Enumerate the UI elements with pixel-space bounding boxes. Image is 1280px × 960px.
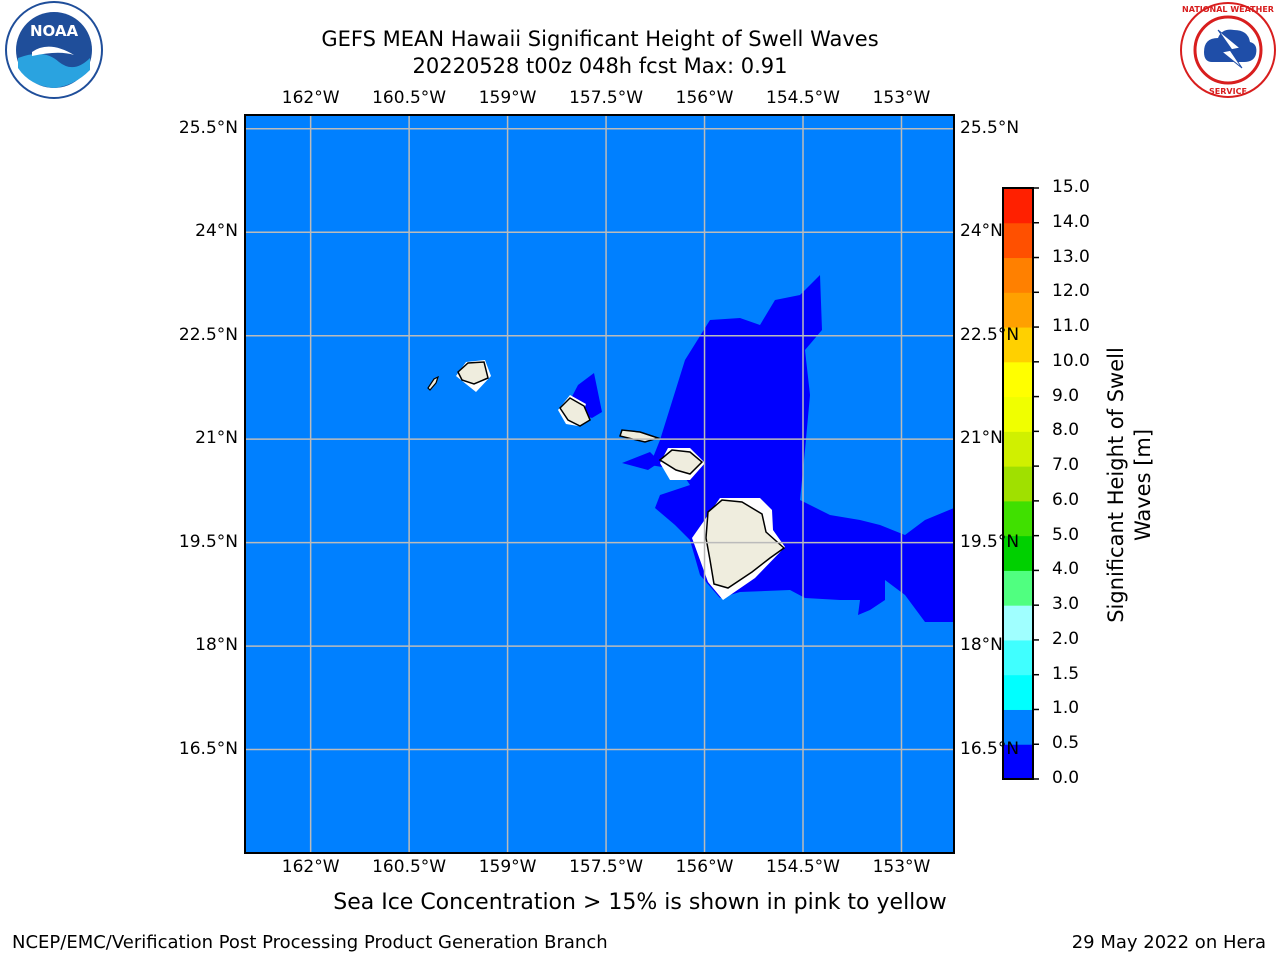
lon-label: 154.5°W (766, 88, 840, 108)
lon-label: 159°W (478, 88, 537, 108)
lon-label: 159°W (478, 857, 537, 877)
svg-text:SERVICE: SERVICE (1209, 87, 1247, 96)
lat-label: 24°N (960, 221, 1003, 242)
islands (427, 360, 786, 600)
colorbar-tick-label: 12.0 (1052, 281, 1090, 302)
sea-background (245, 115, 954, 853)
colorbar-tick-label: 5.0 (1052, 524, 1080, 545)
lon-label: 160.5°W (372, 88, 447, 108)
colorbar-tick-label: 13.0 (1052, 246, 1090, 267)
colorbar-tick-label: 2.0 (1052, 628, 1080, 649)
colorbar-title: Significant Height of Swell Waves [m] (1103, 347, 1157, 623)
sea-ice-caption: Sea Ice Concentration > 15% is shown in … (333, 890, 947, 915)
lon-label: 154.5°W (766, 857, 840, 877)
colorbar-segment (1003, 257, 1033, 293)
colorbar-tick-label: 8.0 (1052, 420, 1080, 441)
lon-label: 157.5°W (569, 88, 644, 108)
map-frame (244, 114, 955, 854)
credit-left: NCEP/EMC/Verification Post Processing Pr… (12, 932, 608, 953)
colorbar-tick-label: 9.0 (1052, 385, 1080, 406)
lat-label: 19.5°N (960, 531, 1020, 552)
colorbar (1003, 187, 1039, 780)
colorbar-segment (1003, 674, 1033, 710)
colorbar-tick-label: 15.0 (1052, 177, 1090, 197)
colorbar-segment (1003, 605, 1033, 641)
colorbar-segment (1003, 188, 1033, 224)
lon-label: 157.5°W (569, 857, 644, 877)
colorbar-segment (1003, 396, 1033, 432)
colorbar-segment (1003, 292, 1033, 328)
colorbar-segment (1003, 744, 1033, 780)
lat-label: 25.5°N (960, 117, 1020, 138)
lat-label: 18°N (960, 635, 1003, 656)
lon-label: 156°W (675, 88, 734, 108)
colorbar-tick-label: 10.0 (1052, 350, 1090, 371)
lon-label: 162°W (281, 857, 340, 877)
credit-right: 29 May 2022 on Hera (1071, 932, 1266, 953)
graticule (245, 115, 954, 853)
colorbar-segment (1003, 570, 1033, 606)
lat-label: 19.5°N (178, 531, 238, 552)
colorbar-tick-label: 1.0 (1052, 698, 1080, 719)
colorbar-title-line1: Significant Height of Swell (1104, 347, 1128, 623)
colorbar-segment (1003, 535, 1033, 571)
noaa-logo: NOAA (4, 0, 104, 100)
lat-label: 22.5°N (960, 324, 1020, 345)
lon-label: 153°W (872, 857, 931, 877)
colorbar-tick-label: 14.0 (1052, 211, 1090, 232)
colorbar-segment (1003, 639, 1033, 676)
colorbar-segment (1003, 500, 1033, 537)
colorbar-frame (1002, 187, 1034, 780)
lat-label: 18°N (195, 635, 238, 656)
lat-label: 22.5°N (178, 324, 238, 345)
lat-label: 24°N (195, 221, 238, 242)
colorbar-segment (1003, 222, 1033, 259)
lat-label: 21°N (195, 428, 238, 449)
map-title: GEFS MEAN Hawaii Significant Height of S… (321, 27, 879, 51)
colorbar-tick-label: 4.0 (1052, 559, 1080, 580)
lon-label: 162°W (281, 88, 340, 108)
colorbar-tick-label: 7.0 (1052, 455, 1080, 476)
nws-logo: NATIONAL WEATHER SERVICE (1178, 0, 1278, 100)
colorbar-tick-label: 6.0 (1052, 489, 1080, 510)
lon-label: 160.5°W (372, 857, 447, 877)
colorbar-title-line2: Waves [m] (1131, 428, 1155, 542)
colorbar-segment (1003, 466, 1033, 502)
lat-label: 21°N (960, 428, 1003, 449)
colorbar-tick-label: 1.5 (1052, 663, 1080, 684)
colorbar-segment (1003, 709, 1033, 745)
colorbar-tick-label: 11.0 (1052, 316, 1090, 337)
colorbar-segment (1003, 431, 1033, 467)
lat-label: 16.5°N (960, 738, 1020, 759)
map-subtitle: 20220528 t00z 048h fcst Max: 0.91 (412, 54, 788, 78)
colorbar-segment (1003, 327, 1033, 363)
svg-text:NATIONAL WEATHER: NATIONAL WEATHER (1182, 5, 1274, 14)
colorbar-segment (1003, 361, 1033, 398)
colorbar-tick-label: 0.5 (1052, 733, 1080, 754)
colorbar-tick-label: 0.0 (1052, 768, 1080, 788)
colorbar-tick-label: 3.0 (1052, 594, 1080, 615)
lon-label: 153°W (872, 88, 931, 108)
lon-label: 156°W (675, 857, 734, 877)
lat-label: 25.5°N (178, 117, 238, 138)
svg-text:NOAA: NOAA (30, 22, 79, 40)
lat-label: 16.5°N (178, 738, 238, 759)
